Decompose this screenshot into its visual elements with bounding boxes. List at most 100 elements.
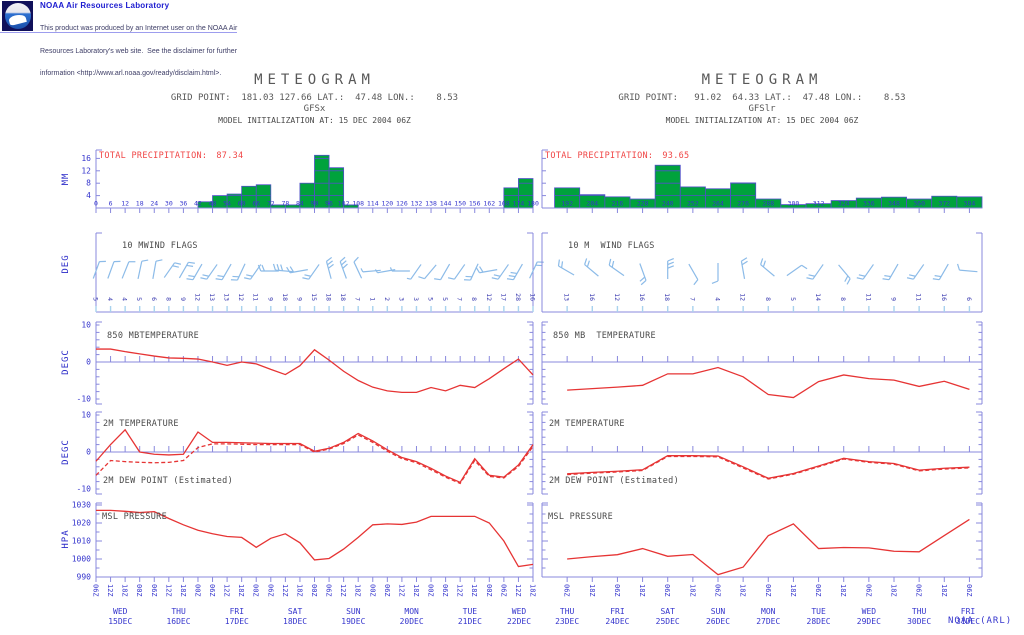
svg-text:5: 5	[92, 297, 100, 301]
svg-text:18Z: 18Z	[529, 584, 537, 597]
svg-text:17DEC: 17DEC	[225, 617, 249, 626]
svg-text:16: 16	[638, 293, 646, 301]
svg-text:168: 168	[498, 200, 510, 208]
meteogram-title-left: METEOGRAM	[254, 72, 375, 88]
svg-text:78: 78	[281, 200, 289, 208]
svg-text:24: 24	[150, 200, 158, 208]
svg-text:4: 4	[121, 297, 129, 301]
svg-text:19DEC: 19DEC	[341, 617, 365, 626]
precip-total-value: 87.34	[216, 151, 244, 161]
svg-text:WED: WED	[512, 607, 527, 616]
svg-text:17: 17	[499, 293, 507, 301]
mslp-title-right: MSL PRESSURE	[548, 512, 614, 522]
svg-text:24DEC: 24DEC	[605, 617, 629, 626]
svg-text:THU: THU	[912, 607, 927, 616]
svg-text:15: 15	[310, 293, 318, 301]
svg-text:9: 9	[266, 297, 274, 301]
svg-text:216: 216	[612, 200, 624, 208]
svg-text:108: 108	[352, 200, 364, 208]
svg-text:11: 11	[864, 293, 872, 301]
model-name-left: GFSx	[303, 104, 326, 114]
svg-text:-10: -10	[77, 395, 92, 404]
svg-text:15DEC: 15DEC	[108, 617, 132, 626]
svg-text:SAT: SAT	[660, 607, 675, 616]
svg-text:120: 120	[381, 200, 393, 208]
svg-text:114: 114	[367, 200, 379, 208]
svg-text:5: 5	[135, 297, 143, 301]
svg-text:18: 18	[663, 293, 671, 301]
unit-label-degc-850: DEGC	[61, 349, 71, 375]
svg-text:4: 4	[106, 297, 114, 301]
svg-text:84: 84	[296, 200, 304, 208]
svg-text:126: 126	[396, 200, 408, 208]
svg-text:18: 18	[325, 293, 333, 301]
svg-text:156: 156	[469, 200, 481, 208]
svg-text:18Z: 18Z	[179, 584, 187, 597]
noaa-logo-emblem	[4, 3, 31, 29]
svg-text:28DEC: 28DEC	[807, 617, 831, 626]
svg-text:4: 4	[714, 297, 722, 301]
svg-text:12Z: 12Z	[397, 584, 405, 597]
svg-text:00Z: 00Z	[485, 584, 493, 597]
mslp-title-left: MSL PRESSURE	[102, 512, 168, 522]
svg-text:150: 150	[454, 200, 466, 208]
model-name-right: GFSlr	[748, 104, 776, 114]
svg-text:5: 5	[427, 297, 435, 301]
svg-text:18Z: 18Z	[839, 584, 847, 597]
svg-text:18Z: 18Z	[789, 584, 797, 597]
svg-text:06Z: 06Z	[764, 584, 772, 597]
svg-text:00Z: 00Z	[427, 584, 435, 597]
svg-text:3: 3	[397, 297, 405, 301]
svg-text:18: 18	[281, 293, 289, 301]
wind-title-right: 10 M WIND FLAGS	[568, 241, 655, 251]
svg-text:28: 28	[514, 293, 522, 301]
svg-text:12Z: 12Z	[514, 584, 522, 597]
svg-text:1: 1	[368, 297, 376, 301]
svg-text:06Z: 06Z	[864, 584, 872, 597]
svg-text:18DEC: 18DEC	[283, 617, 307, 626]
svg-text:90: 90	[311, 200, 319, 208]
svg-text:16: 16	[529, 293, 537, 301]
svg-text:10: 10	[81, 321, 91, 330]
svg-text:0: 0	[86, 448, 91, 457]
svg-text:12Z: 12Z	[339, 584, 347, 597]
svg-text:29DEC: 29DEC	[857, 617, 881, 626]
svg-text:SUN: SUN	[346, 607, 361, 616]
credit-text: NOAA (ARL)	[948, 616, 1013, 626]
meteogram-title-right: METEOGRAM	[701, 72, 823, 88]
svg-text:348: 348	[888, 200, 900, 208]
svg-text:16: 16	[940, 293, 948, 301]
svg-text:SUN: SUN	[711, 607, 726, 616]
svg-text:13: 13	[223, 293, 231, 301]
svg-text:26DEC: 26DEC	[706, 617, 730, 626]
disclaimer-line-3: information <http://www.arl.noaa.gov/rea…	[40, 70, 222, 77]
svg-text:00Z: 00Z	[135, 584, 143, 597]
svg-text:06Z: 06Z	[325, 584, 333, 597]
t2m-title-right: 2M TEMPERATURE	[549, 419, 625, 429]
svg-text:13: 13	[563, 293, 571, 301]
svg-text:11: 11	[915, 293, 923, 301]
svg-text:228: 228	[637, 200, 649, 208]
svg-text:06Z: 06Z	[499, 584, 507, 597]
svg-text:7: 7	[456, 297, 464, 301]
svg-text:252: 252	[687, 200, 699, 208]
svg-text:12Z: 12Z	[106, 584, 114, 597]
wind-title-left: 10 MWIND FLAGS	[122, 241, 198, 251]
precip-total-value: 93.65	[662, 151, 690, 161]
svg-text:360: 360	[913, 200, 925, 208]
precip-title-right: TOTAL PRECIPITATION: 93.65	[545, 151, 689, 161]
svg-text:9: 9	[890, 297, 898, 301]
svg-text:06Z: 06Z	[563, 584, 571, 597]
svg-text:06Z: 06Z	[814, 584, 822, 597]
svg-text:12: 12	[485, 293, 493, 301]
svg-text:25DEC: 25DEC	[656, 617, 680, 626]
init-line-left: MODEL INITIALIZATION AT: 15 DEC 2004 06Z	[218, 116, 411, 125]
svg-text:30DEC: 30DEC	[907, 617, 931, 626]
svg-text:66: 66	[252, 200, 260, 208]
svg-text:336: 336	[863, 200, 875, 208]
svg-text:10: 10	[81, 411, 91, 420]
svg-text:18Z: 18Z	[354, 584, 362, 597]
svg-text:174: 174	[513, 200, 525, 208]
header-divider	[0, 32, 237, 33]
svg-text:8: 8	[164, 297, 172, 301]
